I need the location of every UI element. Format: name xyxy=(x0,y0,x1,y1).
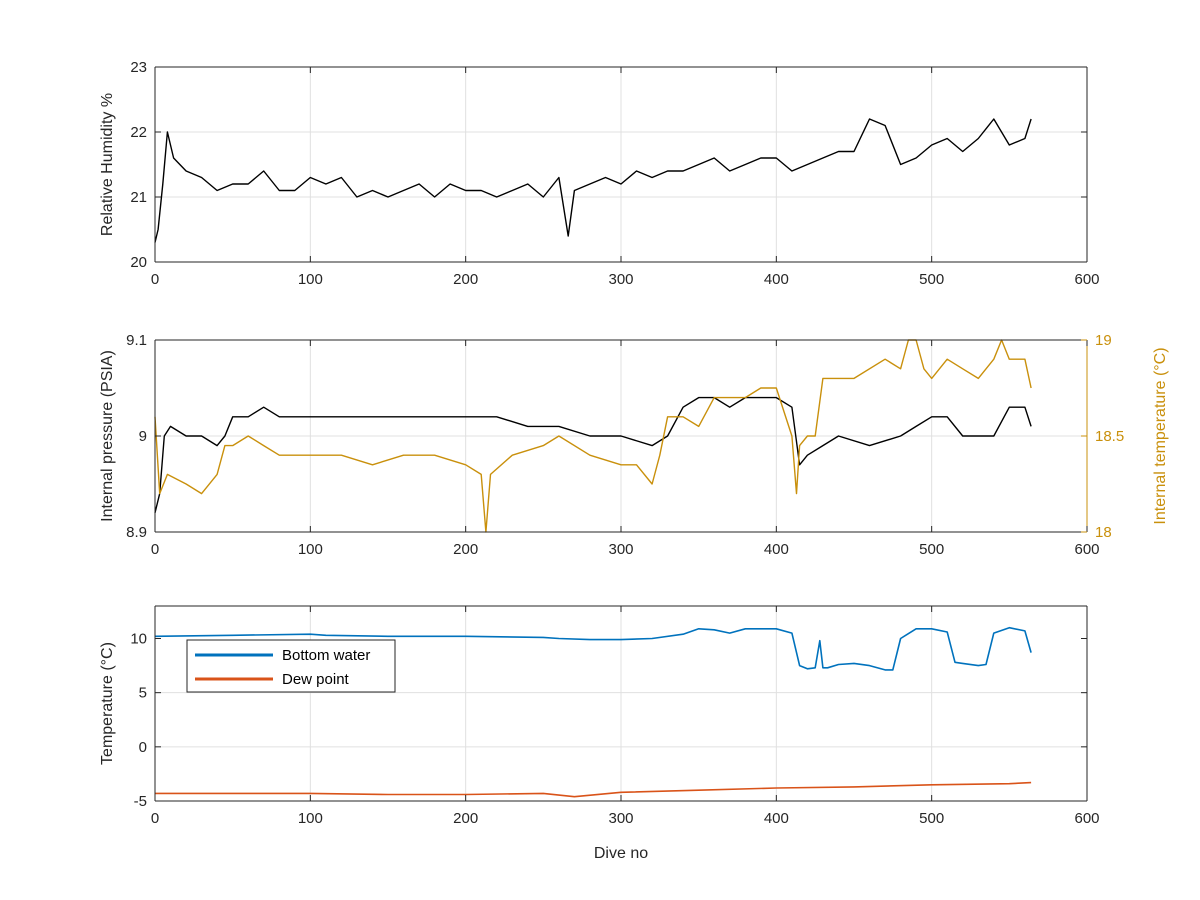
series-line-series-0 xyxy=(154,396,1032,513)
x-tick-label: 100 xyxy=(298,271,323,288)
x-tick-label: 400 xyxy=(764,810,789,827)
data-layer xyxy=(154,118,1032,798)
y-tick-label: -5 xyxy=(134,793,147,810)
x-tick-label: 300 xyxy=(608,810,633,827)
x-tick-label: 300 xyxy=(608,541,633,558)
y-tick-label: 9.1 xyxy=(126,332,147,349)
x-tick-label: 100 xyxy=(298,541,323,558)
x-axis-label: Dive no xyxy=(594,845,648,862)
x-tick-label: 500 xyxy=(919,271,944,288)
y2-tick-label: 18 xyxy=(1095,524,1112,541)
y-tick-label: 0 xyxy=(139,739,147,756)
x-tick-label: 500 xyxy=(919,541,944,558)
x-tick-label: 400 xyxy=(764,541,789,558)
y-tick-label: 10 xyxy=(130,631,147,648)
x-tick-label: 200 xyxy=(453,810,478,827)
y-tick-label: 22 xyxy=(130,124,147,141)
y-tick-label: 23 xyxy=(130,59,147,76)
y2-axis-label: Internal temperature (°C) xyxy=(1152,347,1169,524)
x-tick-label: 0 xyxy=(151,810,159,827)
x-tick-label: 0 xyxy=(151,541,159,558)
y-axis-label: Internal pressure (PSIA) xyxy=(99,350,116,522)
series-line-bottom-water xyxy=(154,626,1032,671)
series-line-series-0 xyxy=(154,118,1032,243)
x-tick-label: 0 xyxy=(151,271,159,288)
legend-label: Dew point xyxy=(282,671,350,688)
y2-tick-label: 19 xyxy=(1095,332,1112,349)
y-tick-label: 20 xyxy=(130,254,147,271)
y2-tick-label: 18.5 xyxy=(1095,428,1124,445)
series-line-internal-temperature xyxy=(154,339,1032,533)
x-tick-label: 500 xyxy=(919,810,944,827)
axes-layer xyxy=(154,66,1088,802)
x-tick-label: 100 xyxy=(298,810,323,827)
legend-label: Bottom water xyxy=(282,647,370,664)
y-tick-label: 8.9 xyxy=(126,524,147,541)
x-tick-label: 200 xyxy=(453,541,478,558)
series-line-dew-point xyxy=(155,781,1032,798)
x-tick-label: 600 xyxy=(1074,541,1099,558)
x-tick-label: 300 xyxy=(608,271,633,288)
x-tick-label: 600 xyxy=(1074,810,1099,827)
y-tick-label: 21 xyxy=(130,189,147,206)
x-tick-label: 600 xyxy=(1074,271,1099,288)
y-tick-label: 9 xyxy=(139,428,147,445)
y-axis-label: Relative Humidity % xyxy=(99,93,116,236)
x-tick-label: 200 xyxy=(453,271,478,288)
y-tick-label: 5 xyxy=(139,685,147,702)
legend-box xyxy=(186,639,396,693)
x-tick-label: 400 xyxy=(764,271,789,288)
y-axis-label: Temperature (°C) xyxy=(99,642,116,765)
legend-layer: Bottom water Dew point xyxy=(186,639,396,693)
